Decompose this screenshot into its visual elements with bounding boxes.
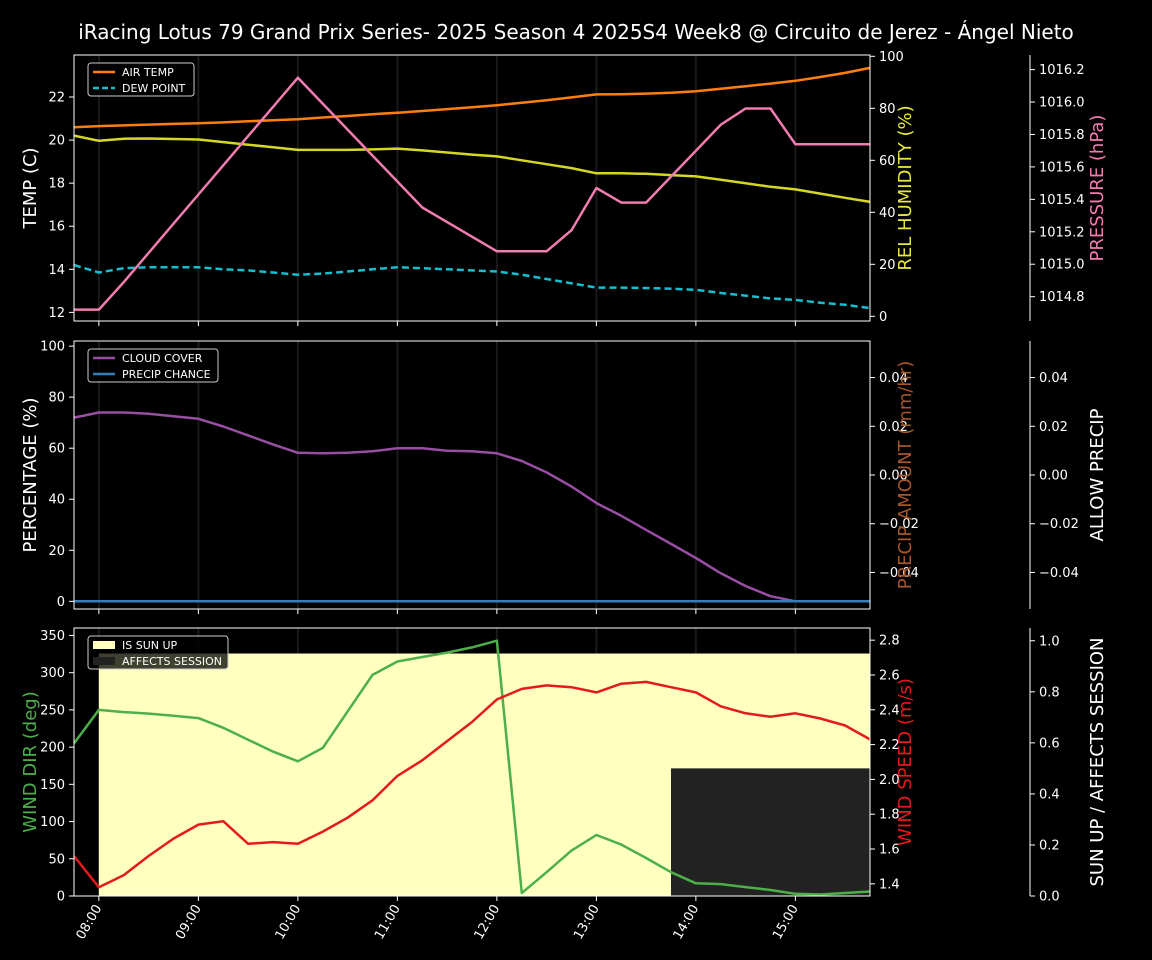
- y-tick-label: 22: [48, 91, 65, 106]
- y-tick-label: 14: [48, 263, 65, 278]
- plot-frame: [73, 627, 871, 897]
- chart-title: iRacing Lotus 79 Grand Prix Series- 2025…: [78, 20, 1074, 44]
- panel-temperature: 12 14 16 18 20 22 TEMP (C) 0 20 40 60 80 100 REL HUMI…: [20, 50, 1108, 326]
- y-tick-label: 1.6: [879, 843, 900, 858]
- series-line-wind-0: [72, 639, 871, 896]
- y-tick-label: 1.0: [1039, 634, 1060, 649]
- y-tick-label: 0.02: [879, 420, 908, 435]
- y-tick-label: 100: [40, 815, 65, 830]
- y-tick-label: 350: [40, 629, 65, 644]
- y-tick-label: −0.04: [879, 566, 919, 581]
- y-tick-label: 0.4: [1039, 787, 1060, 802]
- y-tick-label: 1.4: [879, 877, 900, 892]
- axis-label: WIND DIR (deg): [20, 691, 41, 833]
- legend-label: IS SUN UP: [122, 639, 178, 652]
- series-line-wind-1: [73, 680, 871, 889]
- axis-label: WIND SPEED (m/s): [895, 678, 916, 846]
- y-tick-label: 20: [48, 544, 65, 559]
- y-tick-label: −0.02: [879, 517, 919, 532]
- y-tick-label: 2.8: [879, 634, 900, 649]
- legend-label: PRECIP CHANCE: [122, 368, 211, 381]
- y-tick-label: 300: [40, 666, 65, 681]
- y-tick-label: 60: [879, 154, 896, 169]
- y-tick-label: 16: [48, 220, 65, 235]
- y-tick-label: 2.4: [879, 703, 900, 718]
- band-affects-session: [671, 768, 870, 896]
- legend-box: [87, 348, 219, 383]
- y-tick-label: 1016.2: [1039, 63, 1085, 78]
- legend-label: AIR TEMP: [122, 66, 174, 79]
- y-tick-label: 40: [48, 493, 65, 508]
- y-tick-label: 2.6: [879, 668, 900, 683]
- y-tick-label: 2.0: [879, 773, 900, 788]
- legend-swatch: [93, 657, 115, 665]
- series-line-cloud-cover: [73, 411, 870, 603]
- y-tick-label: 1014.8: [1039, 290, 1085, 305]
- y-tick-label: 1016.0: [1039, 96, 1085, 111]
- y-tick-label: 150: [40, 778, 65, 793]
- y-tick-label: 60: [48, 442, 65, 457]
- y-tick-label: 100: [879, 50, 904, 65]
- y-tick-label: 1015.8: [1039, 128, 1085, 143]
- y-tick-label: 20: [879, 258, 896, 273]
- y-tick-label: 0.2: [1039, 838, 1060, 853]
- y-tick-label: −0.02: [1039, 517, 1079, 532]
- y-tick-label: 80: [48, 391, 65, 406]
- y-tick-label: 80: [879, 102, 896, 117]
- y-tick-label: 50: [48, 852, 65, 867]
- plot-frame: [73, 54, 871, 322]
- y-tick-label: 0.00: [1039, 469, 1068, 484]
- panel-wind: 0 50 100 150 200 250 300 350 WIND DIR (deg) 1.4 1.…: [20, 627, 1108, 905]
- series-line-dew-point: [73, 263, 871, 310]
- y-tick-label: 0.04: [1039, 371, 1068, 386]
- y-tick-label: 0.02: [1039, 420, 1068, 435]
- y-tick-label: 0.04: [879, 371, 908, 386]
- y-tick-label: 2.2: [879, 738, 900, 753]
- panel-clouds: 0 20 40 60 80 100 PERCENTAGE (%) −0.04 −0.02 0.00…: [20, 340, 1108, 614]
- y-tick-label: 0.00: [879, 469, 908, 484]
- legend-label: AFFECTS SESSION: [122, 655, 222, 668]
- axis-label: PRESSURE (hPa): [1087, 115, 1108, 262]
- series-line-temperature-3: [74, 76, 870, 311]
- y-tick-label: 1.8: [879, 808, 900, 823]
- y-tick-label: 1015.4: [1039, 193, 1085, 208]
- axis-label: PRECIP AMOUNT (mm/hr): [895, 361, 916, 590]
- y-tick-label: 200: [40, 741, 65, 756]
- y-tick-label: 0.8: [1039, 685, 1060, 700]
- chart-panels: 12 14 16 18 20 22 TEMP (C) 0 20 40 60 80 100 REL HUMI…: [20, 50, 1108, 942]
- y-tick-label: 100: [40, 340, 65, 355]
- y-tick-label: 250: [40, 703, 65, 718]
- y-tick-label: 40: [879, 206, 896, 221]
- y-tick-label: 12: [48, 306, 65, 321]
- y-tick-label: 0: [57, 595, 65, 610]
- y-tick-label: 1015.6: [1039, 160, 1085, 175]
- axis-label: TEMP (C): [20, 147, 41, 229]
- y-tick-label: −0.04: [1039, 566, 1079, 581]
- series-line-temperature-2: [73, 134, 871, 204]
- legend-swatch: [93, 641, 115, 649]
- y-tick-label: 0: [57, 890, 65, 905]
- axis-label: SUN UP / AFFECTS SESSION: [1087, 637, 1108, 886]
- legend-box: [87, 635, 229, 670]
- axis-label: PERCENTAGE (%): [20, 397, 41, 552]
- y-tick-label: 0: [879, 310, 887, 325]
- legend-label: CLOUD COVER: [122, 352, 203, 365]
- axis-label: REL HUMIDITY (%): [895, 105, 916, 270]
- y-tick-label: 18: [48, 177, 65, 192]
- y-tick-label: 0.0: [1039, 890, 1060, 905]
- y-tick-label: 1015.0: [1039, 258, 1085, 273]
- y-tick-label: 0.6: [1039, 736, 1060, 751]
- legend-label: DEW POINT: [122, 82, 186, 95]
- y-tick-label: 1015.2: [1039, 225, 1085, 240]
- y-tick-label: 20: [48, 134, 65, 149]
- axis-label: ALLOW PRECIP: [1087, 408, 1108, 541]
- series-line-air-temp: [73, 66, 871, 129]
